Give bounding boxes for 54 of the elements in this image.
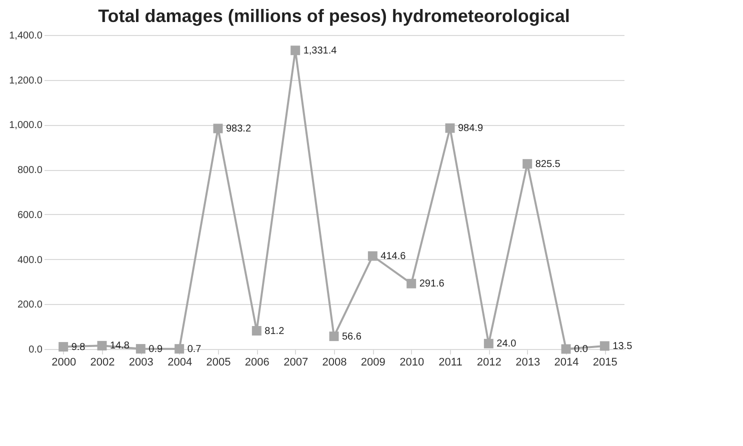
text: 983.2 [226, 123, 252, 134]
x-tick-label: 2014 [554, 356, 579, 368]
x-tick-label: 2004 [168, 356, 192, 368]
point [368, 251, 378, 261]
point [329, 332, 339, 342]
text: 56.6 [342, 331, 362, 342]
text: 825.5 [535, 158, 560, 170]
y-tick-label: 0.0 [28, 344, 43, 356]
point [58, 342, 68, 352]
x-tick-label: 2007 [284, 356, 308, 368]
point [406, 278, 416, 288]
x-tick-label: 2010 [400, 356, 424, 368]
chart-title: Total damages (millions of pesos) hydrometeorological [98, 6, 570, 26]
text: 0.7 [187, 344, 202, 355]
text: 81.2 [264, 326, 284, 337]
y-tick-label: 1,200.0 [9, 75, 43, 86]
y-tick-label: 400.0 [17, 254, 43, 266]
point [97, 340, 107, 350]
x-tick-label: 2002 [90, 356, 115, 368]
text: 984.9 [458, 123, 484, 134]
point [561, 344, 571, 354]
x-tick-label: 2012 [476, 356, 502, 368]
point [290, 46, 300, 56]
x-tick-label: 2009 [360, 356, 386, 368]
point [213, 124, 223, 134]
x-tick-label: 2013 [516, 356, 540, 368]
text: 414.6 [380, 251, 406, 262]
text: 13.5 [612, 340, 632, 352]
point [445, 123, 455, 133]
y-tick-label: 1,000.0 [9, 120, 43, 132]
y-tick-label: 200.0 [17, 300, 43, 311]
y-tick-label: 1,400.0 [9, 30, 43, 42]
text: 24.0 [496, 338, 516, 350]
point [600, 341, 610, 351]
text: 0.9 [148, 344, 163, 355]
point [252, 326, 262, 336]
x-tick-label: 2005 [206, 356, 231, 368]
x-tick-label: 2015 [592, 356, 618, 368]
y-tick-label: 600.0 [17, 210, 43, 221]
text: 291.6 [419, 278, 444, 290]
y-tick-label: 800.0 [17, 165, 43, 176]
point [522, 159, 532, 169]
text: 0.0 [574, 344, 588, 355]
x-tick-label: 2006 [244, 356, 270, 368]
point [136, 344, 146, 354]
point [484, 338, 494, 348]
text: 1,331.4 [303, 45, 337, 56]
point [174, 344, 184, 354]
text: 14.8 [110, 340, 130, 352]
text: 9.8 [71, 342, 86, 353]
x-tick-label: 2008 [322, 356, 347, 368]
x-tick-label: 2011 [438, 356, 462, 368]
x-tick-label: 2003 [128, 356, 154, 368]
x-tick-label: 2000 [52, 356, 76, 368]
